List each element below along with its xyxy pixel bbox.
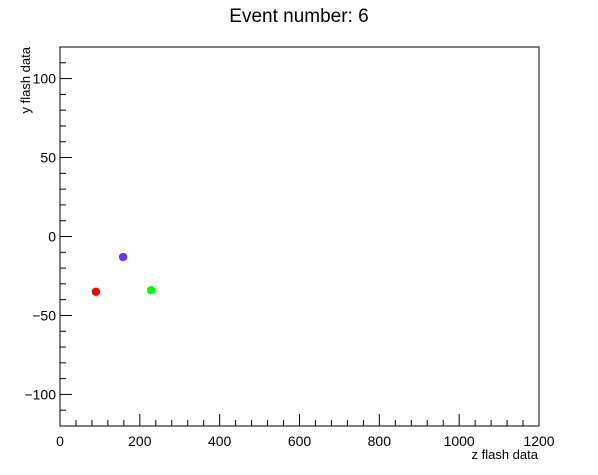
y-tick-label: 100 [33,71,57,87]
x-axis-label: z flash data [472,447,539,462]
data-point [146,285,156,295]
x-tick-label: 1200 [523,433,554,449]
x-tick-label: 400 [208,433,232,449]
x-tick-label: 1000 [444,433,475,449]
y-tick-label: −100 [24,386,56,402]
y-tick-label: 50 [40,150,56,166]
data-point [118,252,128,262]
y-tick-label: −50 [32,307,56,323]
x-tick-label: 800 [368,433,392,449]
x-tick-label: 600 [288,433,312,449]
data-points [91,252,156,296]
y-axis-label: y flash data [18,46,33,113]
data-point [91,287,101,296]
plot-frame [59,46,540,427]
y-tick-label: 0 [48,229,56,245]
y-axis: −100 −50 0 50 100 [24,46,72,427]
x-axis: 0 200 400 600 800 1000 1200 [56,414,555,449]
x-tick-label: 0 [56,433,64,449]
chart-title: Event number: 6 [229,6,368,27]
x-tick-label: 200 [128,433,152,449]
